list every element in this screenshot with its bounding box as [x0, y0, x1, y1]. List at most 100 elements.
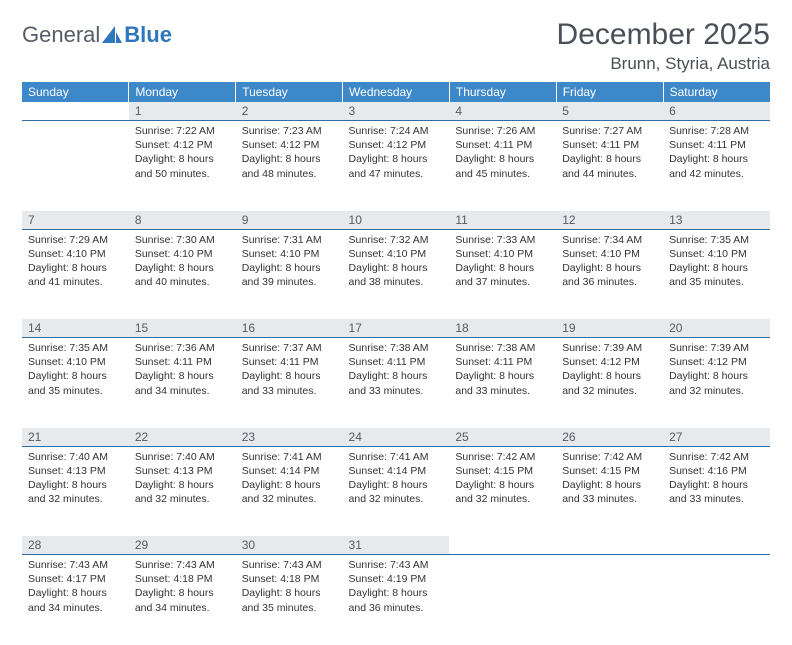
- day-detail-cell: Sunrise: 7:23 AMSunset: 4:12 PMDaylight:…: [236, 121, 343, 211]
- week-daynum-row: 21222324252627: [22, 428, 770, 447]
- sunset-text: Sunset: 4:12 PM: [562, 355, 657, 369]
- sunrise-text: Sunrise: 7:40 AM: [28, 450, 123, 464]
- day-detail-cell: Sunrise: 7:35 AMSunset: 4:10 PMDaylight:…: [22, 338, 129, 428]
- day-number-cell: 10: [343, 211, 450, 230]
- sunset-text: Sunset: 4:12 PM: [135, 138, 230, 152]
- daylight-text: Daylight: 8 hours and 33 minutes.: [455, 369, 550, 397]
- day-detail-cell: Sunrise: 7:43 AMSunset: 4:19 PMDaylight:…: [343, 555, 450, 645]
- week-detail-row: Sunrise: 7:29 AMSunset: 4:10 PMDaylight:…: [22, 229, 770, 319]
- sunrise-text: Sunrise: 7:34 AM: [562, 233, 657, 247]
- sunrise-text: Sunrise: 7:22 AM: [135, 124, 230, 138]
- day-number-cell: 25: [449, 428, 556, 447]
- daylight-text: Daylight: 8 hours and 38 minutes.: [349, 261, 444, 289]
- sunset-text: Sunset: 4:12 PM: [669, 355, 764, 369]
- daylight-text: Daylight: 8 hours and 32 minutes.: [562, 369, 657, 397]
- day-detail-cell: Sunrise: 7:28 AMSunset: 4:11 PMDaylight:…: [663, 121, 770, 211]
- sunrise-text: Sunrise: 7:37 AM: [242, 341, 337, 355]
- day-detail-cell: Sunrise: 7:38 AMSunset: 4:11 PMDaylight:…: [449, 338, 556, 428]
- sunset-text: Sunset: 4:11 PM: [455, 138, 550, 152]
- daylight-text: Daylight: 8 hours and 40 minutes.: [135, 261, 230, 289]
- sunrise-text: Sunrise: 7:43 AM: [135, 558, 230, 572]
- day-detail-cell: Sunrise: 7:36 AMSunset: 4:11 PMDaylight:…: [129, 338, 236, 428]
- day-detail-cell: Sunrise: 7:26 AMSunset: 4:11 PMDaylight:…: [449, 121, 556, 211]
- title-block: December 2025 Brunn, Styria, Austria: [557, 18, 770, 74]
- day-detail-cell: Sunrise: 7:39 AMSunset: 4:12 PMDaylight:…: [663, 338, 770, 428]
- daylight-text: Daylight: 8 hours and 48 minutes.: [242, 152, 337, 180]
- day-detail-cell: Sunrise: 7:37 AMSunset: 4:11 PMDaylight:…: [236, 338, 343, 428]
- daylight-text: Daylight: 8 hours and 50 minutes.: [135, 152, 230, 180]
- day-number-cell: 30: [236, 536, 343, 555]
- weekday-header-row: Sunday Monday Tuesday Wednesday Thursday…: [22, 82, 770, 102]
- daylight-text: Daylight: 8 hours and 34 minutes.: [135, 586, 230, 614]
- day-number-cell: [663, 536, 770, 555]
- sunset-text: Sunset: 4:13 PM: [28, 464, 123, 478]
- day-number-cell: 19: [556, 319, 663, 338]
- sunrise-text: Sunrise: 7:28 AM: [669, 124, 764, 138]
- day-number-cell: 18: [449, 319, 556, 338]
- daylight-text: Daylight: 8 hours and 44 minutes.: [562, 152, 657, 180]
- sunset-text: Sunset: 4:11 PM: [135, 355, 230, 369]
- sunset-text: Sunset: 4:10 PM: [455, 247, 550, 261]
- day-number-cell: 2: [236, 102, 343, 121]
- day-number-cell: 31: [343, 536, 450, 555]
- daylight-text: Daylight: 8 hours and 35 minutes.: [28, 369, 123, 397]
- daylight-text: Daylight: 8 hours and 41 minutes.: [28, 261, 123, 289]
- sunset-text: Sunset: 4:12 PM: [349, 138, 444, 152]
- sunset-text: Sunset: 4:10 PM: [28, 247, 123, 261]
- sunset-text: Sunset: 4:10 PM: [349, 247, 444, 261]
- week-detail-row: Sunrise: 7:35 AMSunset: 4:10 PMDaylight:…: [22, 338, 770, 428]
- sunset-text: Sunset: 4:10 PM: [562, 247, 657, 261]
- day-number-cell: 6: [663, 102, 770, 121]
- daylight-text: Daylight: 8 hours and 32 minutes.: [28, 478, 123, 506]
- sunrise-text: Sunrise: 7:43 AM: [349, 558, 444, 572]
- sunset-text: Sunset: 4:17 PM: [28, 572, 123, 586]
- day-number-cell: 28: [22, 536, 129, 555]
- sunset-text: Sunset: 4:11 PM: [242, 355, 337, 369]
- day-detail-cell: [556, 555, 663, 645]
- week-daynum-row: 78910111213: [22, 211, 770, 230]
- day-number-cell: 14: [22, 319, 129, 338]
- daylight-text: Daylight: 8 hours and 34 minutes.: [28, 586, 123, 614]
- day-number-cell: 13: [663, 211, 770, 230]
- daylight-text: Daylight: 8 hours and 32 minutes.: [135, 478, 230, 506]
- sunrise-text: Sunrise: 7:41 AM: [349, 450, 444, 464]
- sunrise-text: Sunrise: 7:32 AM: [349, 233, 444, 247]
- day-number-cell: [22, 102, 129, 121]
- sail-icon: [102, 26, 122, 44]
- weekday-header: Tuesday: [236, 82, 343, 102]
- sunrise-text: Sunrise: 7:39 AM: [562, 341, 657, 355]
- logo: General Blue: [22, 18, 172, 48]
- sunset-text: Sunset: 4:14 PM: [242, 464, 337, 478]
- page-header: General Blue December 2025 Brunn, Styria…: [22, 18, 770, 74]
- sunrise-text: Sunrise: 7:26 AM: [455, 124, 550, 138]
- week-detail-row: Sunrise: 7:40 AMSunset: 4:13 PMDaylight:…: [22, 446, 770, 536]
- daylight-text: Daylight: 8 hours and 34 minutes.: [135, 369, 230, 397]
- sunrise-text: Sunrise: 7:27 AM: [562, 124, 657, 138]
- sunset-text: Sunset: 4:10 PM: [135, 247, 230, 261]
- daylight-text: Daylight: 8 hours and 37 minutes.: [455, 261, 550, 289]
- sunrise-text: Sunrise: 7:38 AM: [455, 341, 550, 355]
- daylight-text: Daylight: 8 hours and 36 minutes.: [562, 261, 657, 289]
- day-detail-cell: Sunrise: 7:22 AMSunset: 4:12 PMDaylight:…: [129, 121, 236, 211]
- sunrise-text: Sunrise: 7:42 AM: [669, 450, 764, 464]
- day-number-cell: 17: [343, 319, 450, 338]
- day-detail-cell: Sunrise: 7:33 AMSunset: 4:10 PMDaylight:…: [449, 229, 556, 319]
- day-detail-cell: [22, 121, 129, 211]
- daylight-text: Daylight: 8 hours and 33 minutes.: [669, 478, 764, 506]
- sunrise-text: Sunrise: 7:36 AM: [135, 341, 230, 355]
- day-detail-cell: Sunrise: 7:43 AMSunset: 4:18 PMDaylight:…: [236, 555, 343, 645]
- day-detail-cell: Sunrise: 7:31 AMSunset: 4:10 PMDaylight:…: [236, 229, 343, 319]
- weekday-header: Sunday: [22, 82, 129, 102]
- day-number-cell: 5: [556, 102, 663, 121]
- sunset-text: Sunset: 4:11 PM: [455, 355, 550, 369]
- weekday-header: Wednesday: [343, 82, 450, 102]
- day-number-cell: 22: [129, 428, 236, 447]
- day-detail-cell: Sunrise: 7:32 AMSunset: 4:10 PMDaylight:…: [343, 229, 450, 319]
- day-detail-cell: Sunrise: 7:30 AMSunset: 4:10 PMDaylight:…: [129, 229, 236, 319]
- week-detail-row: Sunrise: 7:43 AMSunset: 4:17 PMDaylight:…: [22, 555, 770, 645]
- daylight-text: Daylight: 8 hours and 42 minutes.: [669, 152, 764, 180]
- calendar-table: Sunday Monday Tuesday Wednesday Thursday…: [22, 82, 770, 645]
- location-label: Brunn, Styria, Austria: [557, 54, 770, 74]
- sunrise-text: Sunrise: 7:43 AM: [242, 558, 337, 572]
- daylight-text: Daylight: 8 hours and 33 minutes.: [562, 478, 657, 506]
